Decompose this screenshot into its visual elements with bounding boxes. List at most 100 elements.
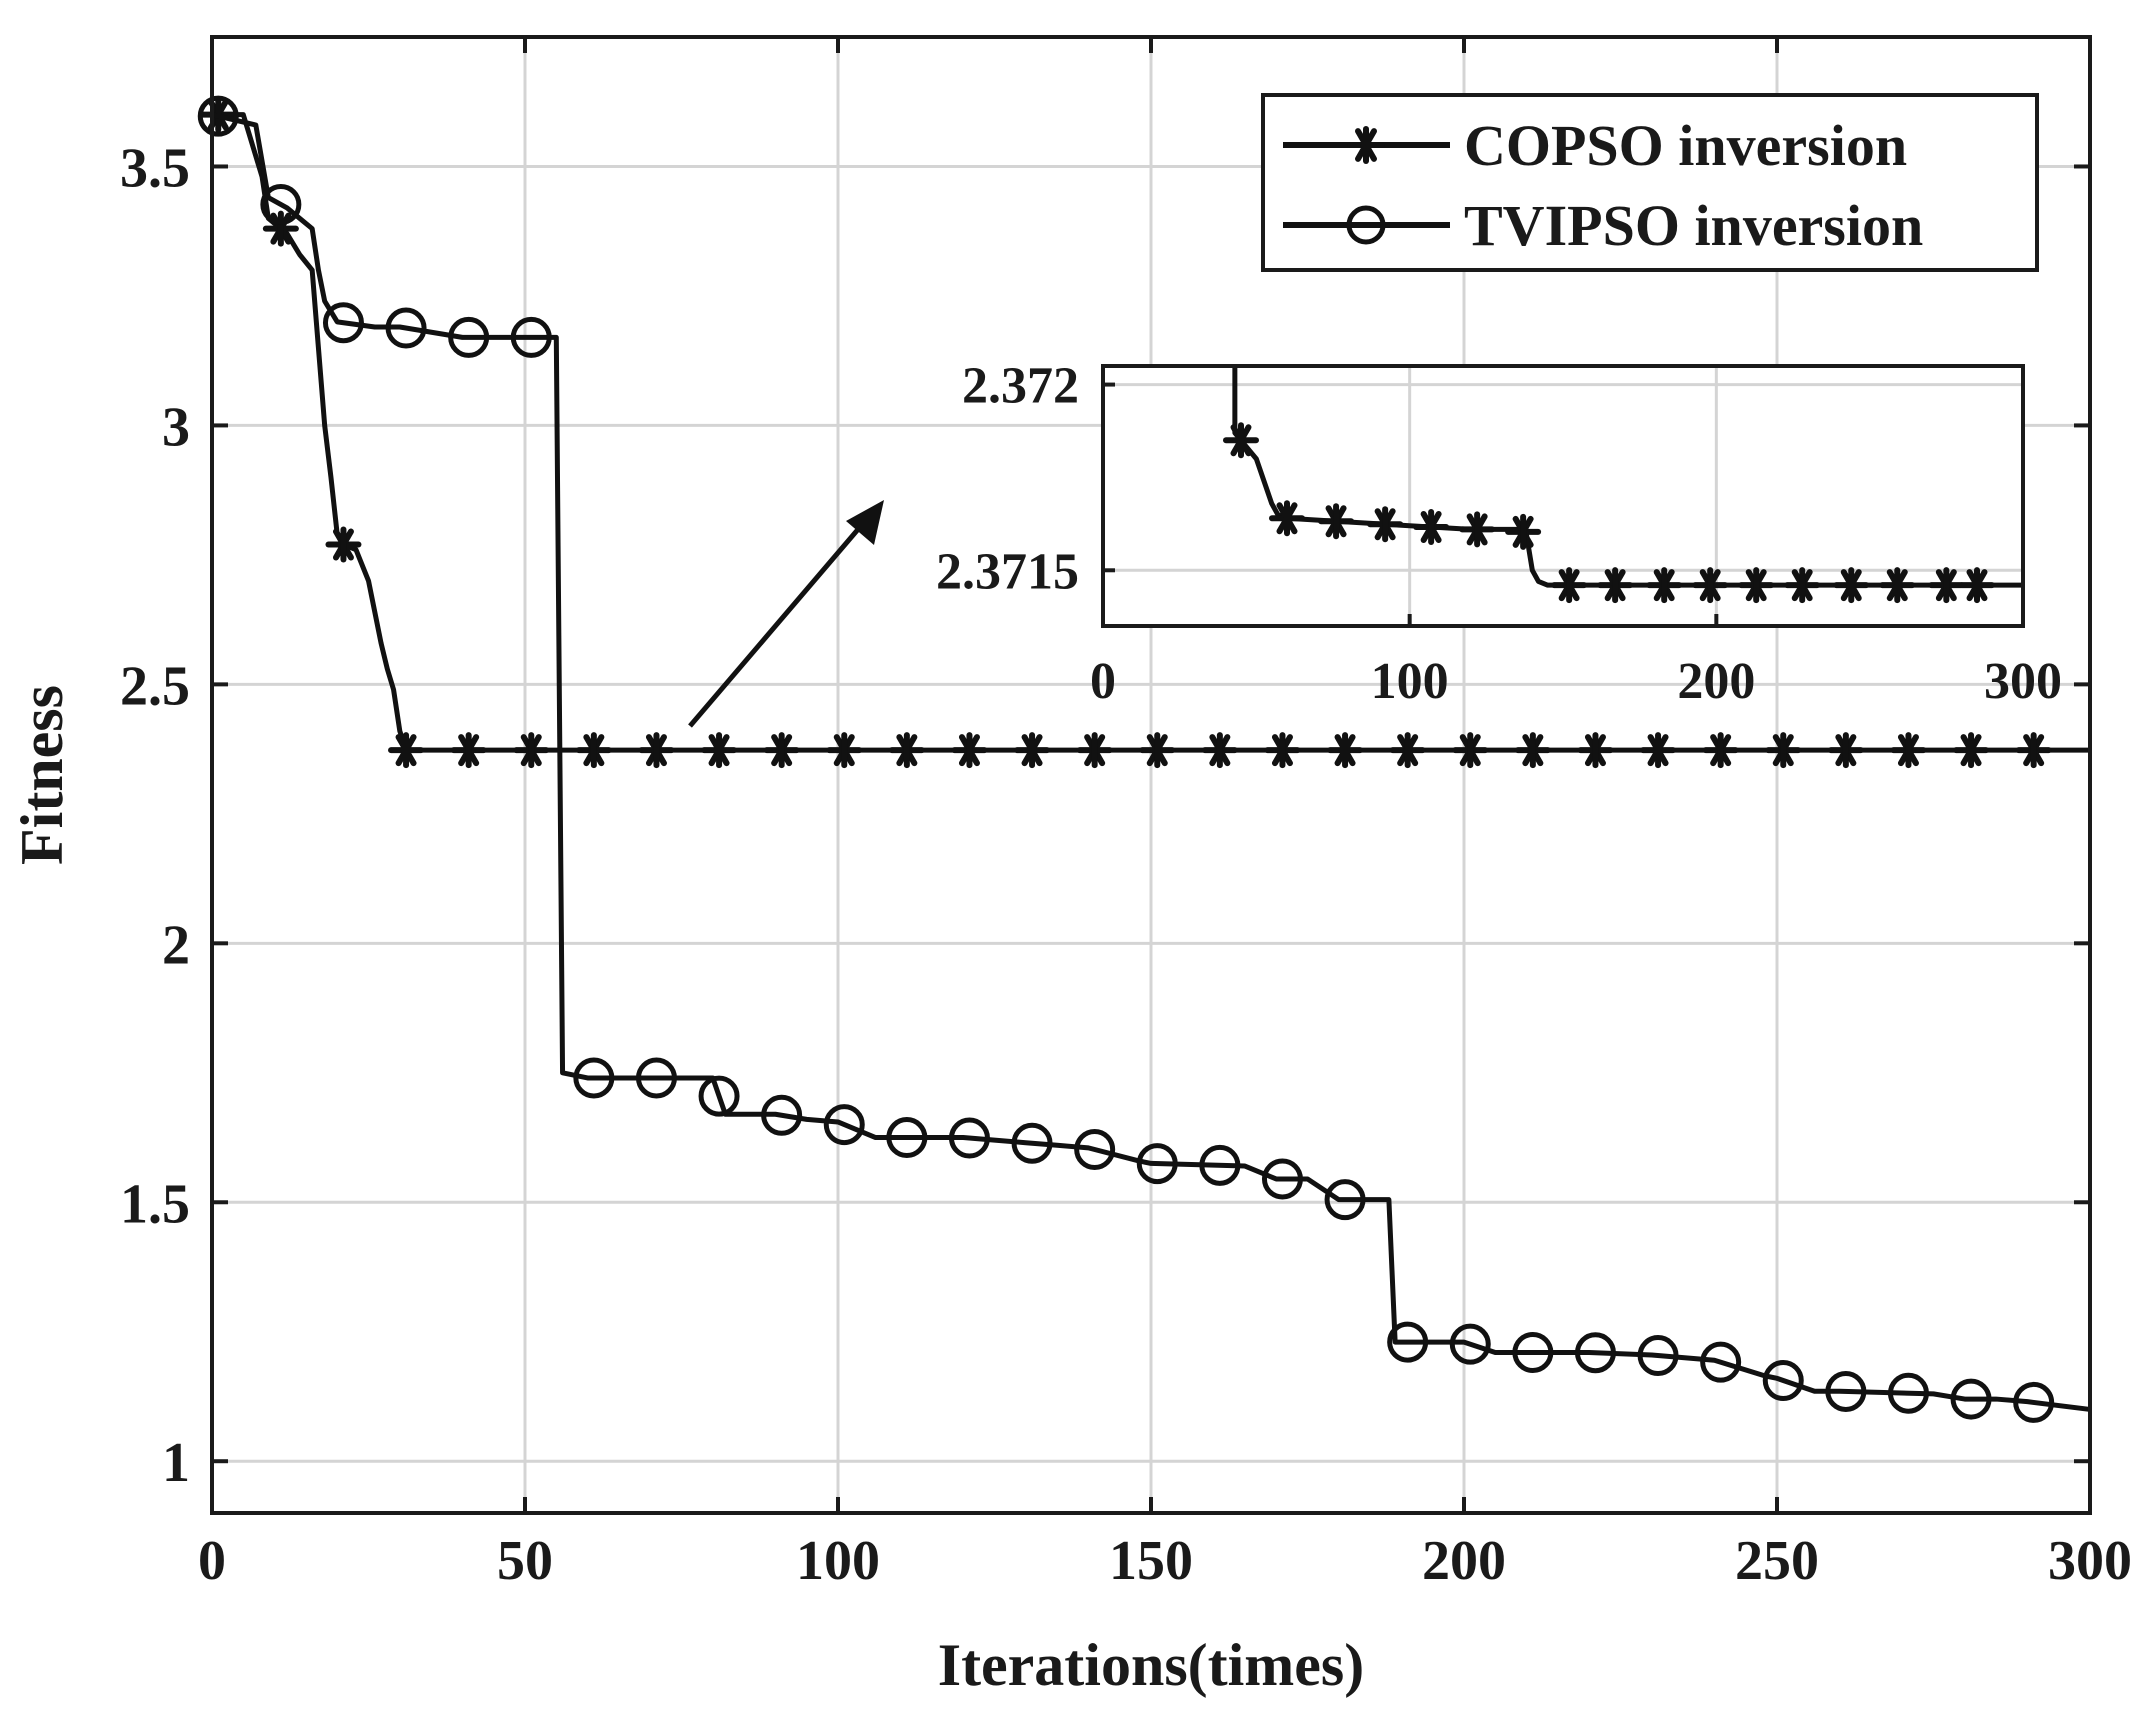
- inset-series: [1223, 366, 2023, 604]
- inset-copso-marker: [1367, 506, 1404, 543]
- axis-ticks: 0 50 100 150 200 250 300 1 1.5 2 2.5 3 3.5: [120, 37, 2132, 1592]
- y-tick-label: 3.5: [120, 137, 190, 199]
- tvipso-marker: [1199, 1144, 1241, 1186]
- inset-y-tick-label: 2.372: [962, 358, 1079, 415]
- copso-marker: [1514, 732, 1551, 769]
- y-tick-label: 2: [162, 914, 190, 976]
- tvipso-marker: [197, 95, 239, 137]
- x-tick-label: 250: [1735, 1530, 1819, 1592]
- copso-marker: [1389, 732, 1426, 769]
- tvipso-marker: [510, 316, 552, 358]
- x-tick-label: 150: [1109, 1530, 1193, 1592]
- x-tick-label: 50: [497, 1530, 553, 1592]
- inset-copso-marker: [1833, 567, 1870, 604]
- copso-marker: [388, 732, 425, 769]
- x-axis-label: Iterations(times): [938, 1632, 1365, 1698]
- tvipso-marker: [1950, 1378, 1992, 1420]
- legend-copso-label: COPSO inversion: [1464, 113, 1907, 178]
- copso-marker: [951, 732, 988, 769]
- tvipso-marker: [1512, 1331, 1554, 1373]
- inset-x-tick-label: 300: [1984, 653, 2062, 710]
- inset-copso-marker: [1959, 567, 1995, 604]
- tvipso-marker: [573, 1057, 615, 1099]
- copso-marker: [1702, 732, 1739, 769]
- legend: COPSO inversion TVIPSO inversion: [1261, 93, 2039, 272]
- copso-marker: [1327, 732, 1364, 769]
- tvipso-marker: [823, 1104, 865, 1146]
- tvipso-marker: [948, 1117, 990, 1159]
- copso-marker: [701, 732, 738, 769]
- tvipso-marker: [1387, 1321, 1429, 1363]
- copso-marker: [1577, 732, 1614, 769]
- inset-copso-marker: [1928, 567, 1965, 604]
- tvipso-marker: [448, 316, 490, 358]
- legend-box: [1261, 93, 2039, 272]
- zoom-arrow: [688, 500, 884, 728]
- x-tick-label: 0: [198, 1530, 226, 1592]
- copso-marker: [1076, 732, 1113, 769]
- y-tick-label: 3: [162, 396, 190, 458]
- inset-copso-marker: [1551, 567, 1588, 604]
- legend-star: [1347, 126, 1385, 164]
- tvipso-marker: [260, 183, 302, 225]
- inset-copso-marker: [1597, 567, 1634, 604]
- copso-marker: [1014, 732, 1051, 769]
- tvipso-marker: [886, 1117, 928, 1159]
- tvipso-marker: [1449, 1323, 1491, 1365]
- copso-marker: [513, 732, 550, 769]
- y-axis-label: Fitness: [9, 685, 75, 865]
- copso-marker: [325, 526, 362, 563]
- copso-marker: [2015, 732, 2052, 769]
- zoom-arrow-head: [846, 500, 884, 545]
- tvipso-marker: [698, 1075, 740, 1117]
- copso-marker: [638, 732, 675, 769]
- tvipso-marker: [1637, 1335, 1679, 1377]
- copso-marker: [450, 732, 487, 769]
- y-tick-label: 1: [162, 1432, 190, 1494]
- inset-copso-marker: [1505, 513, 1542, 550]
- tvipso-marker: [1136, 1143, 1178, 1185]
- tvipso-marker: [1011, 1122, 1053, 1164]
- inset-frame: [1101, 364, 2025, 628]
- y-tick-label: 1.5: [120, 1173, 190, 1235]
- copso-marker: [1640, 732, 1677, 769]
- grid: [210, 37, 2092, 1513]
- x-tick-label: 200: [1422, 1530, 1506, 1592]
- inset-copso-marker: [1646, 567, 1683, 604]
- tvipso-marker: [1887, 1372, 1929, 1414]
- tvipso-marker: [1700, 1341, 1742, 1383]
- tvipso-marker: [2013, 1381, 2055, 1423]
- inset-copso-marker: [1692, 567, 1729, 604]
- copso-marker: [1765, 732, 1802, 769]
- copso-marker: [1953, 732, 1990, 769]
- tvipso-marker: [635, 1057, 677, 1099]
- copso-marker: [888, 732, 925, 769]
- tvipso-marker: [322, 302, 364, 344]
- inset-x-tick-label: 100: [1371, 653, 1449, 710]
- inset-x-tick-label: 0: [1090, 653, 1116, 710]
- inset-chart: 0 100 200 300 2.3715 2.372: [936, 358, 2062, 710]
- tvipso-marker: [1074, 1129, 1116, 1171]
- inset-copso-marker: [1318, 503, 1355, 540]
- series-layer: [197, 95, 2091, 1423]
- tvipso-marker: [385, 307, 427, 349]
- inset-copso-marker: [1784, 567, 1821, 604]
- zoom-arrow-shaft: [688, 518, 868, 728]
- inset-y-tick-label: 2.3715: [936, 543, 1079, 600]
- inset-copso-marker: [1879, 567, 1916, 604]
- y-tick-label: 2.5: [120, 655, 190, 717]
- tvipso-marker: [1324, 1179, 1366, 1221]
- x-tick-label: 100: [796, 1530, 880, 1592]
- copso-marker: [1201, 732, 1238, 769]
- copso-marker: [575, 732, 612, 769]
- legend-tvipso-label: TVIPSO inversion: [1464, 193, 1923, 258]
- inset-copso-marker: [1738, 567, 1775, 604]
- inset-copso-marker: [1413, 509, 1450, 546]
- copso-marker: [1139, 732, 1176, 769]
- tvipso-marker: [1261, 1158, 1303, 1200]
- copso-marker: [826, 732, 863, 769]
- series-line-tvipso: [211, 112, 2091, 1412]
- copso-marker: [1264, 732, 1301, 769]
